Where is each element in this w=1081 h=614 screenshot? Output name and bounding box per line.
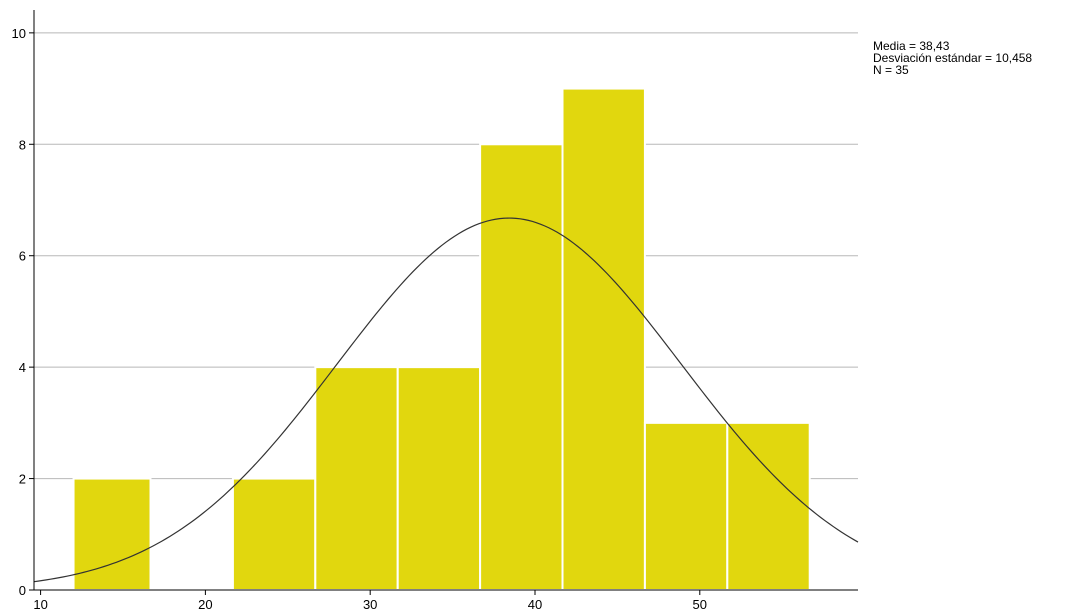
histogram-bar-8 — [643, 421, 729, 591]
y-tick-label-6: 6 — [19, 249, 26, 264]
x-tick-label-10: 10 — [33, 597, 47, 612]
y-axis-ticks: 0 2 4 6 8 10 — [12, 26, 34, 598]
histogram-bar-6 — [479, 143, 564, 592]
std-dev-label: Desviación estándar = 10,458 — [873, 51, 1033, 65]
n-label: N = 35 — [873, 63, 909, 77]
x-tick-label-40: 40 — [528, 597, 542, 612]
y-tick-label-10: 10 — [12, 26, 26, 41]
histogram-bar-5 — [396, 366, 482, 591]
y-tick-label-8: 8 — [19, 137, 26, 152]
histogram-bar-9 — [726, 421, 811, 591]
y-tick-label-4: 4 — [19, 360, 26, 375]
histogram-bar-4 — [314, 366, 399, 591]
histogram-bars — [72, 87, 811, 592]
mean-label: Media = 38,43 — [873, 39, 950, 53]
histogram-bar-7 — [561, 87, 646, 591]
x-tick-label-20: 20 — [198, 597, 212, 612]
histogram-bar-1 — [72, 477, 152, 592]
x-tick-label-50: 50 — [693, 597, 707, 612]
x-axis-ticks: 10 20 30 40 50 — [33, 590, 707, 612]
y-tick-label-0: 0 — [19, 583, 26, 598]
normal-curve — [33, 217, 859, 583]
histogram-bar-3 — [231, 477, 317, 592]
statistics-legend: Media = 38,43 Desviación estándar = 10,4… — [873, 40, 1032, 76]
x-tick-label-30: 30 — [363, 597, 377, 612]
y-tick-label-2: 2 — [19, 472, 26, 487]
